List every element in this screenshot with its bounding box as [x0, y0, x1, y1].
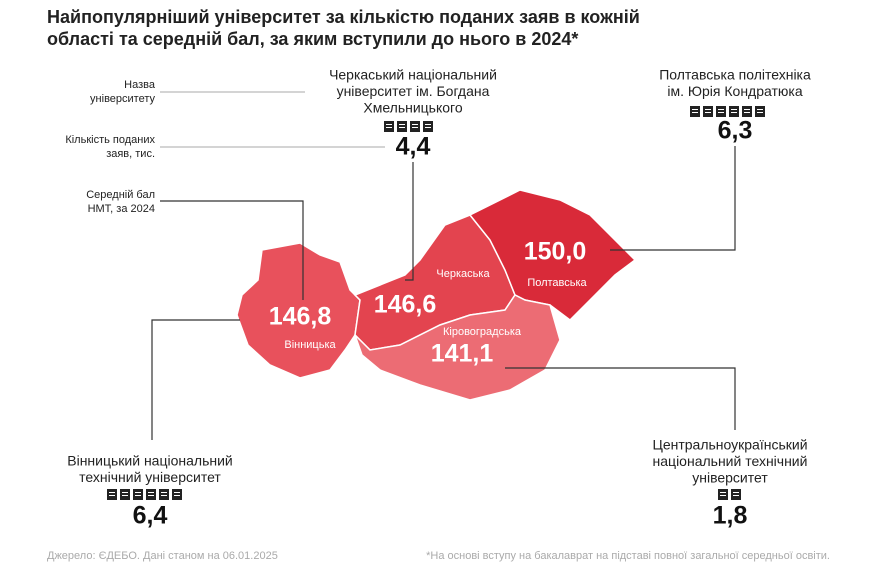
university-name: Центральноукраїнський — [652, 437, 807, 453]
region-name: Черкаська — [436, 268, 490, 280]
score: 146,6 — [374, 291, 437, 319]
note: *На основі вступу на бакалаврат на підст… — [426, 550, 830, 562]
score: 150,0 — [524, 238, 587, 266]
legend-label: Середній бал — [86, 189, 155, 201]
university-name: національний технічний — [653, 453, 808, 469]
region-vinnytsia — [236, 242, 361, 379]
region-name: Вінницька — [284, 339, 336, 351]
applications: 1,8 — [713, 502, 748, 530]
legend-label: заяв, тис. — [106, 148, 155, 160]
university-name: університет — [692, 470, 768, 486]
title: області та середній бал, за яким вступил… — [47, 29, 578, 49]
region-kirovohrad — [354, 294, 561, 401]
leader-lines — [151, 91, 736, 440]
map — [236, 189, 637, 401]
legend-label: університету — [90, 93, 155, 105]
university-name: університет ім. Богдана — [337, 83, 490, 99]
university-name: Полтавська політехніка — [659, 67, 811, 83]
university-name: ім. Юрія Кондратюка — [667, 83, 802, 99]
university-name: технічний університет — [79, 469, 221, 485]
score: 141,1 — [431, 340, 494, 368]
university-name: Вінницький національний — [67, 453, 232, 469]
region-name: Полтавська — [527, 277, 587, 289]
score: 146,8 — [269, 303, 332, 331]
region-poltava — [468, 189, 637, 321]
legend-label: НМТ, за 2024 — [88, 203, 155, 215]
title: Найпопулярніший університет за кількістю… — [47, 7, 640, 27]
applications: 6,3 — [718, 117, 753, 145]
university-name: Черкаський національний — [329, 67, 497, 83]
source: Джерело: ЄДЕБО. Дані станом на 06.01.202… — [47, 550, 278, 562]
university-name: Хмельницького — [363, 100, 462, 116]
applications: 4,4 — [396, 133, 431, 161]
applications: 6,4 — [133, 502, 168, 530]
region-name: Кіровоградська — [443, 326, 522, 338]
legend-label: Назва — [124, 79, 156, 91]
legend-label: Кількість поданих — [65, 134, 155, 146]
